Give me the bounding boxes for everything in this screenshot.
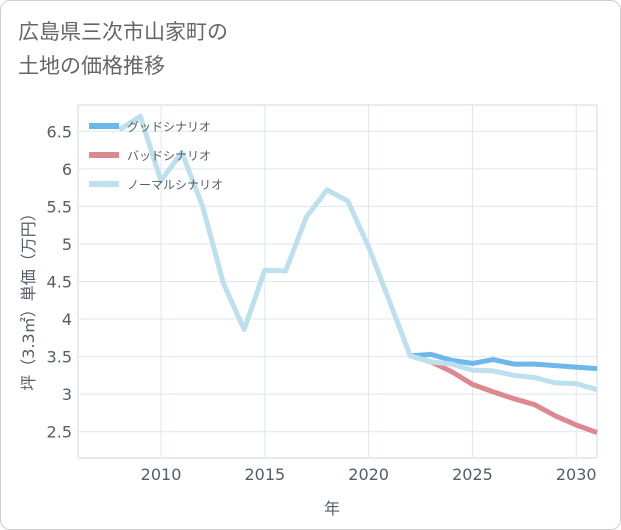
- grid-lines: [78, 105, 597, 458]
- x-tick-label: 2020: [348, 465, 389, 484]
- legend-label-0: グッドシナリオ: [127, 120, 211, 134]
- y-tick-label: 6.5: [47, 122, 72, 141]
- series-lines: [118, 113, 598, 435]
- x-tick-label: 2025: [452, 465, 493, 484]
- y-tick-label: 5: [62, 235, 72, 254]
- y-tick-label: 3: [62, 385, 72, 404]
- series-line-2: [118, 113, 598, 393]
- x-tick-label: 2030: [556, 465, 597, 484]
- series-line-1: [409, 353, 598, 435]
- x-tick-label: 2010: [141, 465, 182, 484]
- y-tick-label: 3.5: [47, 348, 72, 367]
- legend-label-1: バッドシナリオ: [127, 149, 211, 163]
- y-tick-label: 4.5: [47, 273, 72, 292]
- x-tick-label: 2015: [244, 465, 285, 484]
- y-tick-label: 4: [62, 310, 72, 329]
- y-tick-label: 5.5: [47, 197, 72, 216]
- chart-title-line-2: 土地の価格推移: [18, 54, 165, 78]
- chart-title: 広島県三次市山家町の 土地の価格推移: [18, 15, 338, 83]
- y-tick-labels: 2.5 3 3.5 4 4.5 5 5.5 6 6.5: [47, 122, 72, 441]
- series-line-0: [410, 351, 598, 372]
- x-axis-label: 年: [324, 499, 340, 518]
- x-tick-labels: 2010 2015 2020 2025 2030: [141, 465, 597, 484]
- legend-label-2: ノーマルシナリオ: [127, 178, 223, 192]
- y-tick-label: 2.5: [47, 423, 72, 442]
- y-axis-label: 坪（3.3㎡）単価（万円）: [19, 205, 38, 390]
- y-tick-label: 6: [62, 160, 72, 179]
- chart-title-line-1: 広島県三次市山家町の: [18, 20, 228, 44]
